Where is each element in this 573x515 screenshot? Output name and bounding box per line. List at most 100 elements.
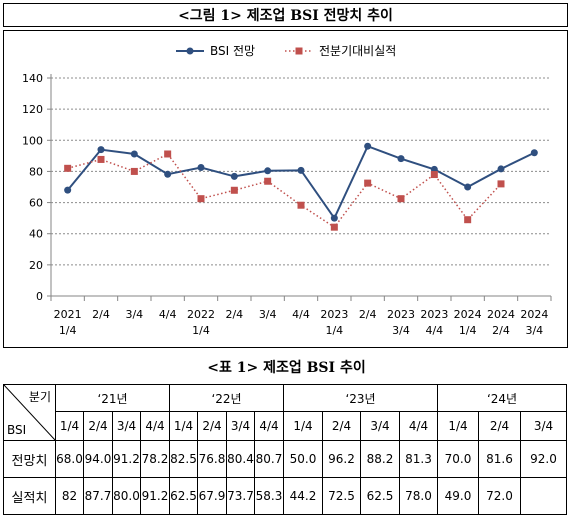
table-cell: 73.7 (226, 477, 255, 515)
y-tick-label: 140 (22, 72, 43, 85)
bsi-table: 분기 BSI ‘21년 ‘22년 ‘23년 ‘24년 1/4 2/4 3/4 4/4 1… (3, 384, 567, 515)
y-tick-label: 20 (29, 259, 43, 272)
data-point (497, 165, 505, 173)
x-tick-label: 1/4 (325, 324, 343, 337)
legend-label: BSI 전망 (210, 44, 255, 58)
data-point (197, 164, 205, 172)
row-label: 실적치 (3, 477, 56, 515)
x-tick-label: 2/4 (92, 308, 110, 321)
legend-label: 전분기대비실적 (319, 44, 396, 58)
year-header: ‘23년 (283, 384, 438, 412)
y-tick-label: 120 (22, 103, 43, 116)
data-point (264, 177, 272, 185)
quarter-header: 3/4 (112, 411, 141, 441)
series-line (67, 153, 502, 229)
x-tick-label: 2/4 (492, 324, 510, 337)
data-point (97, 146, 105, 154)
data-point (497, 180, 505, 188)
data-point (230, 172, 238, 180)
data-point (397, 155, 405, 163)
table-row-forecast: 전망치 68.0 94.0 91.2 78.2 82.5 76.8 80.4 80.7 50.0 9… (3, 440, 567, 478)
data-point (397, 195, 405, 203)
data-point (264, 167, 272, 175)
x-tick-label: 2023 (387, 308, 415, 321)
table-cell: 58.3 (254, 477, 284, 515)
x-tick-label: 2024 (520, 308, 548, 321)
data-point (164, 150, 172, 158)
y-tick-label: 40 (29, 228, 43, 241)
x-tick-label: 2021 (54, 308, 82, 321)
data-point (64, 186, 72, 194)
quarter-header: 1/4 (169, 411, 198, 441)
table-cell: 80.7 (254, 440, 284, 478)
x-tick-label: 4/4 (292, 308, 310, 321)
x-tick-label: 2024 (487, 308, 515, 321)
data-point (130, 150, 138, 158)
quarter-header: 3/4 (226, 411, 255, 441)
table-cell: 78.2 (140, 440, 170, 478)
year-header: ‘24년 (437, 384, 567, 412)
table-corner-cell: 분기 BSI (3, 384, 56, 441)
table-cell: 96.2 (322, 440, 361, 478)
data-point (297, 166, 305, 174)
data-point (330, 214, 338, 222)
y-tick-label: 0 (36, 290, 43, 303)
y-tick-label: 80 (29, 165, 43, 178)
table-cell (520, 477, 567, 515)
table-cell: 78.0 (399, 477, 438, 515)
legend-marker (186, 47, 194, 55)
x-tick-label: 3/4 (392, 324, 410, 337)
data-point (464, 216, 472, 224)
figure-title: <그림 1> 제조업 BSI 전망치 추이 (3, 3, 568, 27)
table-year-row: 분기 BSI ‘21년 ‘22년 ‘23년 ‘24년 (3, 384, 567, 441)
data-point (97, 155, 105, 163)
corner-label-bsi: BSI (7, 423, 27, 437)
table-quarter-row: 1/4 2/4 3/4 4/4 1/4 2/4 3/4 4/4 1/4 2/4 3/4 4/4 1/4 2… (4, 411, 567, 441)
table-cell: 91.2 (112, 440, 141, 478)
x-tick-label: 4/4 (159, 308, 177, 321)
table-cell: 80.4 (226, 440, 255, 478)
year-header: ‘22년 (169, 384, 284, 412)
data-point (64, 164, 72, 172)
table-cell: 44.2 (283, 477, 323, 515)
table-cell: 92.0 (520, 440, 567, 478)
data-point (164, 170, 172, 178)
data-point (297, 201, 305, 209)
x-tick-label: 4/4 (425, 324, 443, 337)
x-tick-label: 2023 (420, 308, 448, 321)
y-tick-label: 60 (29, 197, 43, 210)
x-tick-label: 1/4 (192, 324, 210, 337)
table-cell: 72.5 (322, 477, 361, 515)
table-cell: 94.0 (83, 440, 113, 478)
data-point (197, 195, 205, 203)
data-point (330, 223, 338, 231)
quarter-header: 3/4 (360, 411, 400, 441)
line-chart: 0 20 40 60 80 100 120 140 2021 1/4 2/4 3/4 4/4 2022 1/… (22, 44, 552, 337)
x-tick-label: 1/4 (59, 324, 77, 337)
table-cell: 70.0 (437, 440, 479, 478)
table-cell: 81.6 (478, 440, 521, 478)
table-cell: 82 (55, 477, 84, 515)
quarter-header: 4/4 (399, 411, 438, 441)
legend-marker (295, 47, 303, 55)
table-cell: 62.5 (169, 477, 198, 515)
table-cell: 67.9 (197, 477, 227, 515)
corner-label-quarter: 분기 (28, 390, 51, 404)
table-cell: 50.0 (283, 440, 323, 478)
data-point (530, 149, 538, 157)
quarter-header: 2/4 (83, 411, 113, 441)
table-cell: 80.0 (112, 477, 141, 515)
table-cell: 88.2 (360, 440, 400, 478)
x-tick-label: 3/4 (125, 308, 143, 321)
x-tick-label: 3/4 (525, 324, 543, 337)
quarter-header: 2/4 (322, 411, 361, 441)
x-tick-label: 2023 (320, 308, 348, 321)
quarter-header: 4/4 (254, 411, 284, 441)
quarter-header: 2/4 (478, 411, 521, 441)
table-cell: 68.0 (55, 440, 84, 478)
quarter-header: 1/4 (283, 411, 323, 441)
diagonal-line (4, 385, 55, 440)
x-tick-label: 2/4 (359, 308, 377, 321)
table-cell: 81.3 (399, 440, 438, 478)
data-point (364, 179, 372, 187)
